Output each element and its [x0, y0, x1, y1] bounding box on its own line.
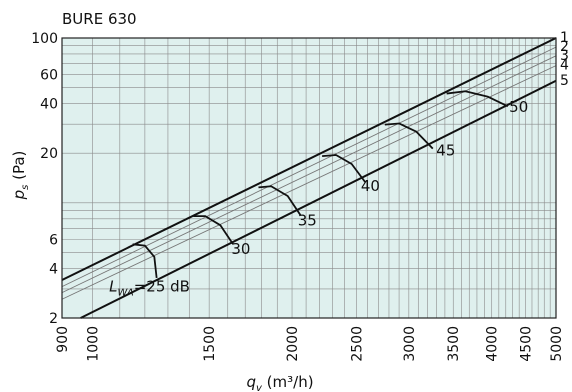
plot-frame: [61, 37, 557, 319]
sound-curve-label: 45: [436, 142, 455, 160]
sound-curve-45: [384, 122, 434, 150]
sound-curve-label: 35: [298, 211, 317, 229]
y-axis-label-sub: s: [20, 185, 31, 190]
x-axis-label-sub: v: [256, 383, 263, 392]
x-tick-label: 4000: [485, 326, 501, 362]
y-axis-label: ps (Pa): [10, 151, 31, 201]
y-tick-labels: 2 4 6 20 40 60 100: [31, 31, 58, 327]
x-tick-labels: 900 1000 1500 2000 2500 3000 3500 4000 4500 5000: [55, 326, 565, 362]
x-tick-label: 4500: [519, 326, 535, 362]
grid: [61, 37, 557, 319]
x-axis-label-symbol: q: [246, 373, 256, 391]
sound-curve-label: 30: [231, 240, 250, 258]
series-line-1: [61, 37, 557, 281]
sound-curve-35: [258, 185, 302, 216]
y-axis-label-unit: (Pa): [10, 151, 28, 185]
y-tick-label: 2: [49, 311, 58, 327]
x-tick-label: 2000: [285, 326, 301, 362]
x-tick-label: 900: [55, 326, 71, 353]
y-tick-label: 100: [31, 31, 58, 47]
sound-curve-30: [193, 215, 234, 245]
series-label-4: 4: [560, 58, 569, 74]
y-tick-label: 40: [40, 97, 58, 113]
sound-curve-label: 50: [509, 98, 528, 116]
series-label-5: 5: [560, 73, 569, 89]
y-tick-label: 4: [49, 261, 58, 277]
x-tick-label: 1000: [85, 326, 101, 362]
chart-title: BURE 630: [62, 10, 137, 28]
series-label-1: 1: [560, 30, 569, 46]
x-tick-label: 2500: [349, 326, 365, 362]
x-tick-label: 3000: [402, 326, 418, 362]
series-line-5: [80, 79, 557, 319]
x-tick-label: 5000: [549, 326, 565, 362]
series-label-3: 3: [560, 48, 569, 64]
y-tick-label: 6: [49, 232, 58, 248]
y-axis-label-symbol: p: [10, 190, 28, 201]
series-line-4: [61, 65, 557, 300]
x-axis-label-unit: (m³/h): [262, 373, 314, 391]
series-lines: [61, 37, 557, 319]
series-label-2: 2: [560, 39, 569, 55]
sound-curve-label: 40: [361, 177, 380, 195]
x-tick-label: 1500: [202, 326, 218, 362]
y-tick-label: 20: [40, 146, 58, 162]
series-line-2: [61, 46, 557, 288]
sound-curve-label: LWA=25 dB: [109, 277, 190, 298]
series-line-3: [61, 55, 557, 294]
x-axis-label: qv (m³/h): [246, 373, 313, 392]
plot-background: [62, 38, 556, 318]
y-tick-label: 60: [40, 68, 58, 84]
sound-curve-40: [322, 154, 367, 183]
sound-level-curves: LWA=25 dB 30 35 40 45 50: [109, 90, 528, 298]
x-tick-label: 3500: [446, 326, 462, 362]
sound-curve-50: [446, 90, 509, 108]
sound-curve-L: [132, 243, 158, 279]
